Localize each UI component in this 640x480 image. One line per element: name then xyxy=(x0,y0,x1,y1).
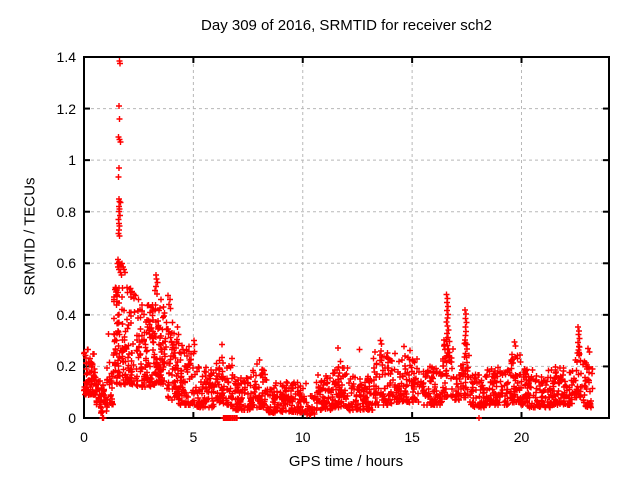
scatter-points xyxy=(81,58,596,421)
y-tick-label: 0.4 xyxy=(56,306,76,323)
x-tick-label: 5 xyxy=(189,429,198,445)
y-tick-label: 0.2 xyxy=(56,358,76,375)
x-tick-label: 15 xyxy=(404,429,420,445)
x-tick-label: 10 xyxy=(294,429,311,445)
y-tick-label: 1.2 xyxy=(56,100,76,117)
y-tick-label: 0.6 xyxy=(56,255,76,272)
x-tick-label: 0 xyxy=(80,429,88,445)
y-tick-label: 0 xyxy=(68,410,76,426)
y-tick-label: 1.4 xyxy=(56,49,76,65)
chart-title: Day 309 of 2016, SRMTID for receiver sch… xyxy=(201,17,492,34)
x-tick-label: 20 xyxy=(513,429,530,445)
x-axis-label: GPS time / hours xyxy=(288,453,404,470)
y-tick-label: 1 xyxy=(68,152,76,169)
y-tick-label: 0.8 xyxy=(56,203,76,220)
plot-border xyxy=(83,56,610,419)
